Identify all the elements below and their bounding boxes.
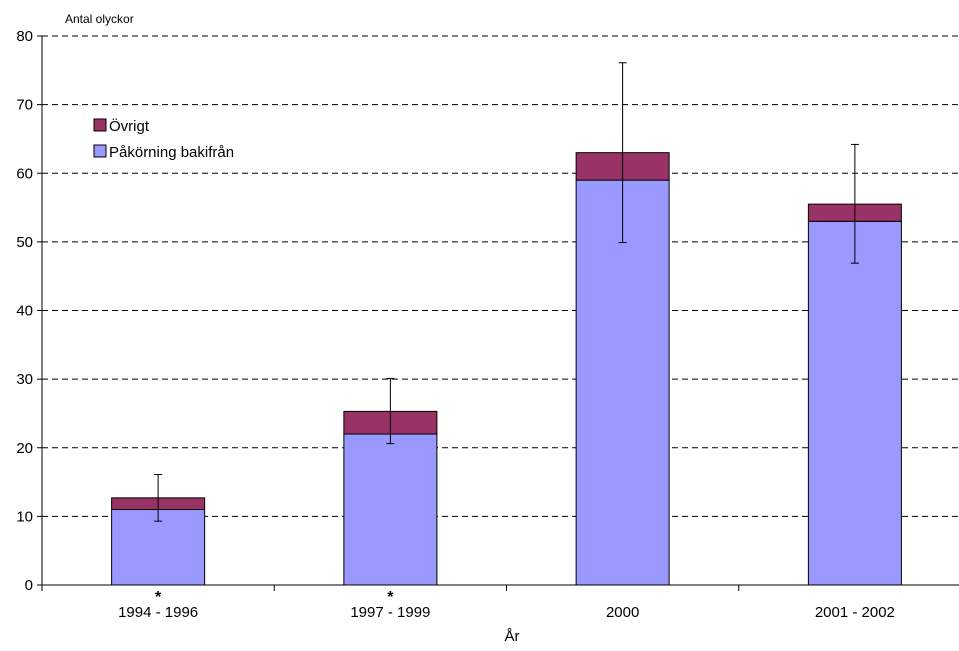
x-tick-label: 2000 <box>606 604 639 621</box>
y-tick-label: 50 <box>16 234 33 251</box>
x-tick-label: 1994 - 1996 <box>118 604 198 621</box>
x-axis-label: År <box>505 628 520 645</box>
y-tick-label: 80 <box>16 28 33 45</box>
x-tick-label: 2001 - 2002 <box>815 604 895 621</box>
bar-segment <box>343 433 438 586</box>
significance-marker: * <box>387 589 394 606</box>
annotations: * * <box>155 589 394 606</box>
error-bars <box>154 62 859 522</box>
x-tick-label: 1997 - 1999 <box>350 604 430 621</box>
bars <box>111 152 902 586</box>
bar-segment <box>575 179 670 586</box>
bar-segment <box>111 509 206 586</box>
y-tick-label: 30 <box>16 371 33 388</box>
grid-lines <box>42 35 959 517</box>
legend-label-pakorning: Påkörning bakifrån <box>109 144 234 161</box>
x-tick-labels: 1994 - 1996 1997 - 1999 2000 2001 - 2002 <box>41 585 895 621</box>
legend-swatch-ovrigt <box>93 118 107 132</box>
legend-swatch-pakorning <box>93 144 107 158</box>
y-axis-label: Antal olyckor <box>65 12 134 26</box>
legend: Övrigt Påkörning bakifrån <box>93 117 234 161</box>
legend-label-ovrigt: Övrigt <box>109 117 150 135</box>
y-tick-label: 60 <box>16 165 33 182</box>
y-tick-label: 70 <box>16 97 33 114</box>
y-tick-label: 0 <box>25 577 33 594</box>
y-tick-label: 10 <box>16 508 33 525</box>
significance-marker: * <box>155 589 162 606</box>
y-tick-labels: 0 10 20 30 40 50 60 70 80 <box>16 28 42 594</box>
y-tick-label: 40 <box>16 303 33 320</box>
bar-segment <box>807 220 902 586</box>
y-tick-label: 20 <box>16 440 33 457</box>
